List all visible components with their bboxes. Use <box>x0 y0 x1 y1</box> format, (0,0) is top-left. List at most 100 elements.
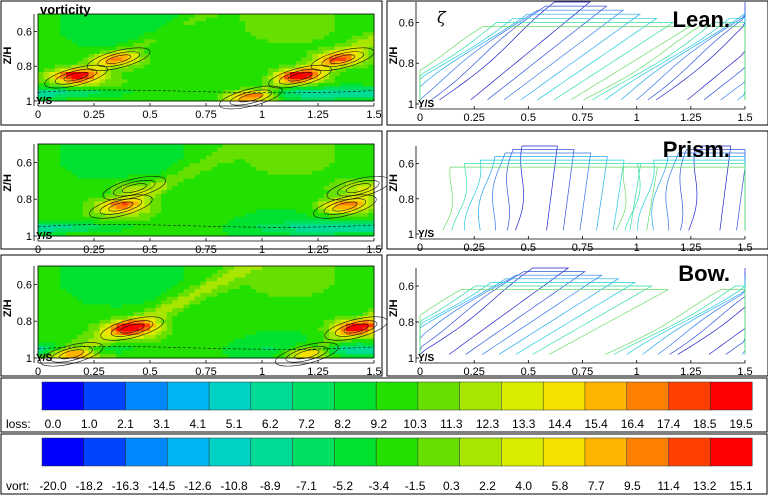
contour-cell <box>71 82 78 87</box>
contour-cell <box>256 269 263 275</box>
contour-cell <box>94 90 100 95</box>
contour-cell <box>217 269 224 275</box>
contour-cell <box>222 163 229 168</box>
contour-cell <box>368 209 375 214</box>
contour-cell <box>295 163 302 168</box>
contour-cell <box>60 170 67 176</box>
contour-cell <box>150 144 156 149</box>
contour-cell <box>228 93 235 98</box>
contour-cell <box>161 350 168 355</box>
contour-cell <box>228 350 235 355</box>
contour-cell <box>71 97 78 102</box>
x-tick-label: 1.5 <box>737 242 752 254</box>
contour-cell <box>110 178 117 183</box>
contour-cell <box>206 186 212 191</box>
contour-cell <box>172 147 179 153</box>
contour-cell <box>284 289 291 294</box>
contour-cell <box>200 289 207 294</box>
contour-cell <box>88 82 95 87</box>
contour-cell <box>54 273 61 278</box>
contour-cell <box>183 61 190 66</box>
contour-cell <box>66 354 72 359</box>
contour-cell <box>161 46 168 51</box>
contour-cell <box>150 50 156 55</box>
contour-cell <box>318 32 324 37</box>
contour-cell <box>306 147 313 153</box>
contour-cell <box>256 331 263 336</box>
contour-cell <box>183 216 190 222</box>
contour-cell <box>256 17 263 22</box>
contour-cell <box>250 296 257 301</box>
contour-cell <box>301 277 308 282</box>
contour-cell <box>161 163 168 168</box>
contour-cell <box>262 354 268 359</box>
contour-cell <box>138 90 145 95</box>
contour-cell <box>155 32 162 37</box>
contour-cell <box>150 64 156 69</box>
contour-cell <box>38 220 44 225</box>
contour-cell <box>144 213 151 218</box>
contour-line <box>688 145 732 231</box>
contour-cell <box>245 178 252 183</box>
contour-cell <box>301 315 308 321</box>
colorbar-tick-label: 12.3 <box>476 417 500 431</box>
contour-cell <box>105 72 112 77</box>
contour-cell <box>262 300 268 305</box>
contour-cell <box>245 147 252 153</box>
contour-cell <box>323 331 330 336</box>
y-axis-label: Z/H <box>388 174 400 192</box>
colorbar-swatch <box>501 381 544 411</box>
contour-cell <box>262 350 268 355</box>
contour-cell <box>189 151 196 156</box>
contour-cell <box>323 28 330 33</box>
contour-cell <box>295 201 302 206</box>
contour-cell <box>346 178 352 183</box>
contour-cell <box>306 75 313 80</box>
contour-cell <box>60 93 67 98</box>
contour-cell <box>211 61 218 66</box>
contour-cell <box>306 35 313 40</box>
contour-cell <box>301 147 308 153</box>
contour-cell <box>245 190 252 195</box>
contour-cell <box>256 308 263 313</box>
contour-cell <box>256 21 263 26</box>
contour-cell <box>284 72 291 77</box>
contour-cell <box>166 201 173 206</box>
contour-cell <box>206 68 212 73</box>
contour-cell <box>306 155 313 160</box>
contour-cell <box>250 308 257 313</box>
contour-cell <box>256 72 263 77</box>
contour-cell <box>94 57 100 62</box>
contour-cell <box>38 151 44 156</box>
contour-cell <box>94 24 100 29</box>
contour-cell <box>262 216 268 222</box>
contour-cell <box>362 64 369 69</box>
contour-cell <box>340 174 347 179</box>
contour-cell <box>138 338 145 344</box>
contour-cell <box>217 323 224 328</box>
contour-cell <box>278 155 285 160</box>
contour-cell <box>217 163 224 168</box>
x-tick-label: 0 <box>417 242 423 254</box>
contour-cell <box>256 53 263 58</box>
contour-cell <box>144 216 151 222</box>
contour-cell <box>329 14 336 19</box>
x-axis-label: Y/S <box>418 99 434 110</box>
contour-cell <box>99 159 106 164</box>
contour-cell <box>88 346 95 351</box>
contour-cell <box>178 72 184 77</box>
contour-cell <box>351 338 358 344</box>
colorbar-tick-label: -8.9 <box>260 479 281 493</box>
contour-cell <box>217 190 224 195</box>
contour-cell <box>273 72 280 77</box>
contour-cell <box>54 79 61 84</box>
contour-cell <box>144 46 151 51</box>
contour-cell <box>43 197 50 202</box>
contour-cell <box>234 228 240 233</box>
contour-cell <box>211 82 218 87</box>
contour-cell <box>161 39 168 44</box>
y-tick-label: 0.8 <box>17 316 32 328</box>
contour-cell <box>228 82 235 87</box>
contour-cell <box>133 292 140 298</box>
contour-cell <box>105 197 112 202</box>
